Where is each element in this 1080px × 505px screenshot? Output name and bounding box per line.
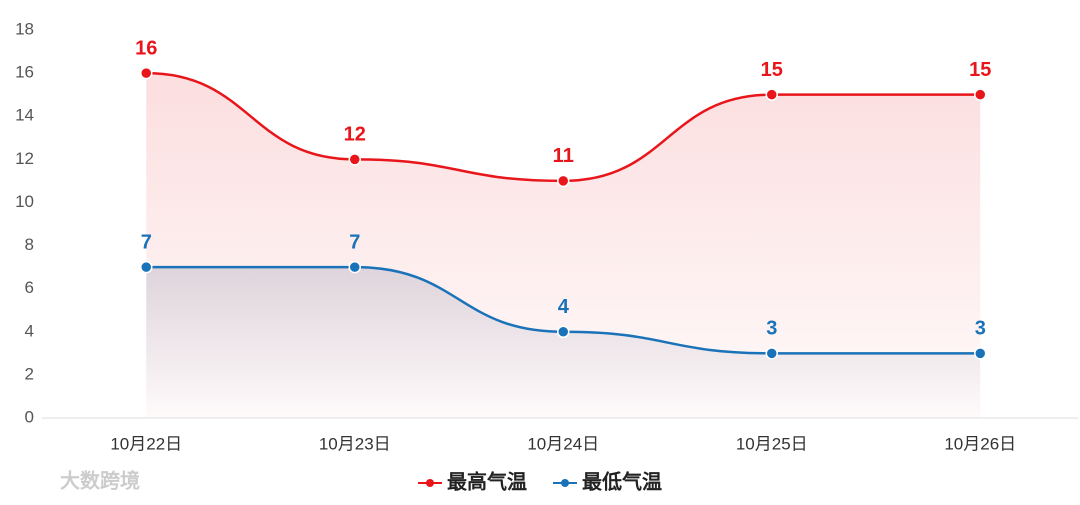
data-point [765, 88, 778, 101]
x-tick-label: 10月25日 [736, 434, 808, 453]
data-point [348, 260, 361, 274]
area [146, 267, 981, 418]
y-tick-label: 4 [25, 321, 34, 340]
y-tick-label: 0 [25, 407, 34, 426]
data-point [974, 88, 987, 101]
data-point [974, 347, 987, 360]
watermark: 大数跨境 [60, 468, 140, 492]
y-tick-label: 2 [25, 364, 34, 383]
x-tick-label: 10月22日 [110, 434, 182, 453]
legend-dot [426, 479, 434, 487]
data-label: 7 [349, 231, 360, 253]
legend-label: 最高气温 [447, 469, 527, 493]
data-label: 15 [761, 59, 783, 81]
y-tick-label: 10 [15, 192, 34, 211]
data-point [140, 260, 153, 274]
data-point [765, 347, 778, 360]
data-label: 3 [975, 318, 986, 340]
x-tick-label: 10月26日 [944, 434, 1016, 453]
data-label: 12 [344, 124, 366, 146]
data-point [557, 325, 570, 339]
data-label: 7 [141, 231, 152, 253]
data-label: 11 [553, 145, 574, 167]
y-tick-label: 6 [25, 278, 34, 297]
legend-dot [561, 479, 569, 487]
legend-label: 最低气温 [582, 469, 662, 493]
y-tick-label: 12 [15, 149, 34, 168]
x-tick-label: 10月23日 [319, 434, 391, 453]
y-tick-label: 16 [15, 63, 34, 82]
data-label: 16 [135, 37, 157, 59]
data-point [140, 66, 153, 80]
x-tick-label: 10月24日 [527, 434, 599, 453]
y-tick-label: 18 [15, 19, 34, 38]
y-tick-label: 14 [15, 106, 34, 125]
data-point [348, 153, 361, 166]
data-point [557, 174, 570, 188]
data-label: 4 [558, 296, 570, 318]
y-tick-label: 8 [25, 235, 34, 254]
data-label: 15 [969, 59, 991, 81]
data-label: 3 [766, 318, 777, 340]
